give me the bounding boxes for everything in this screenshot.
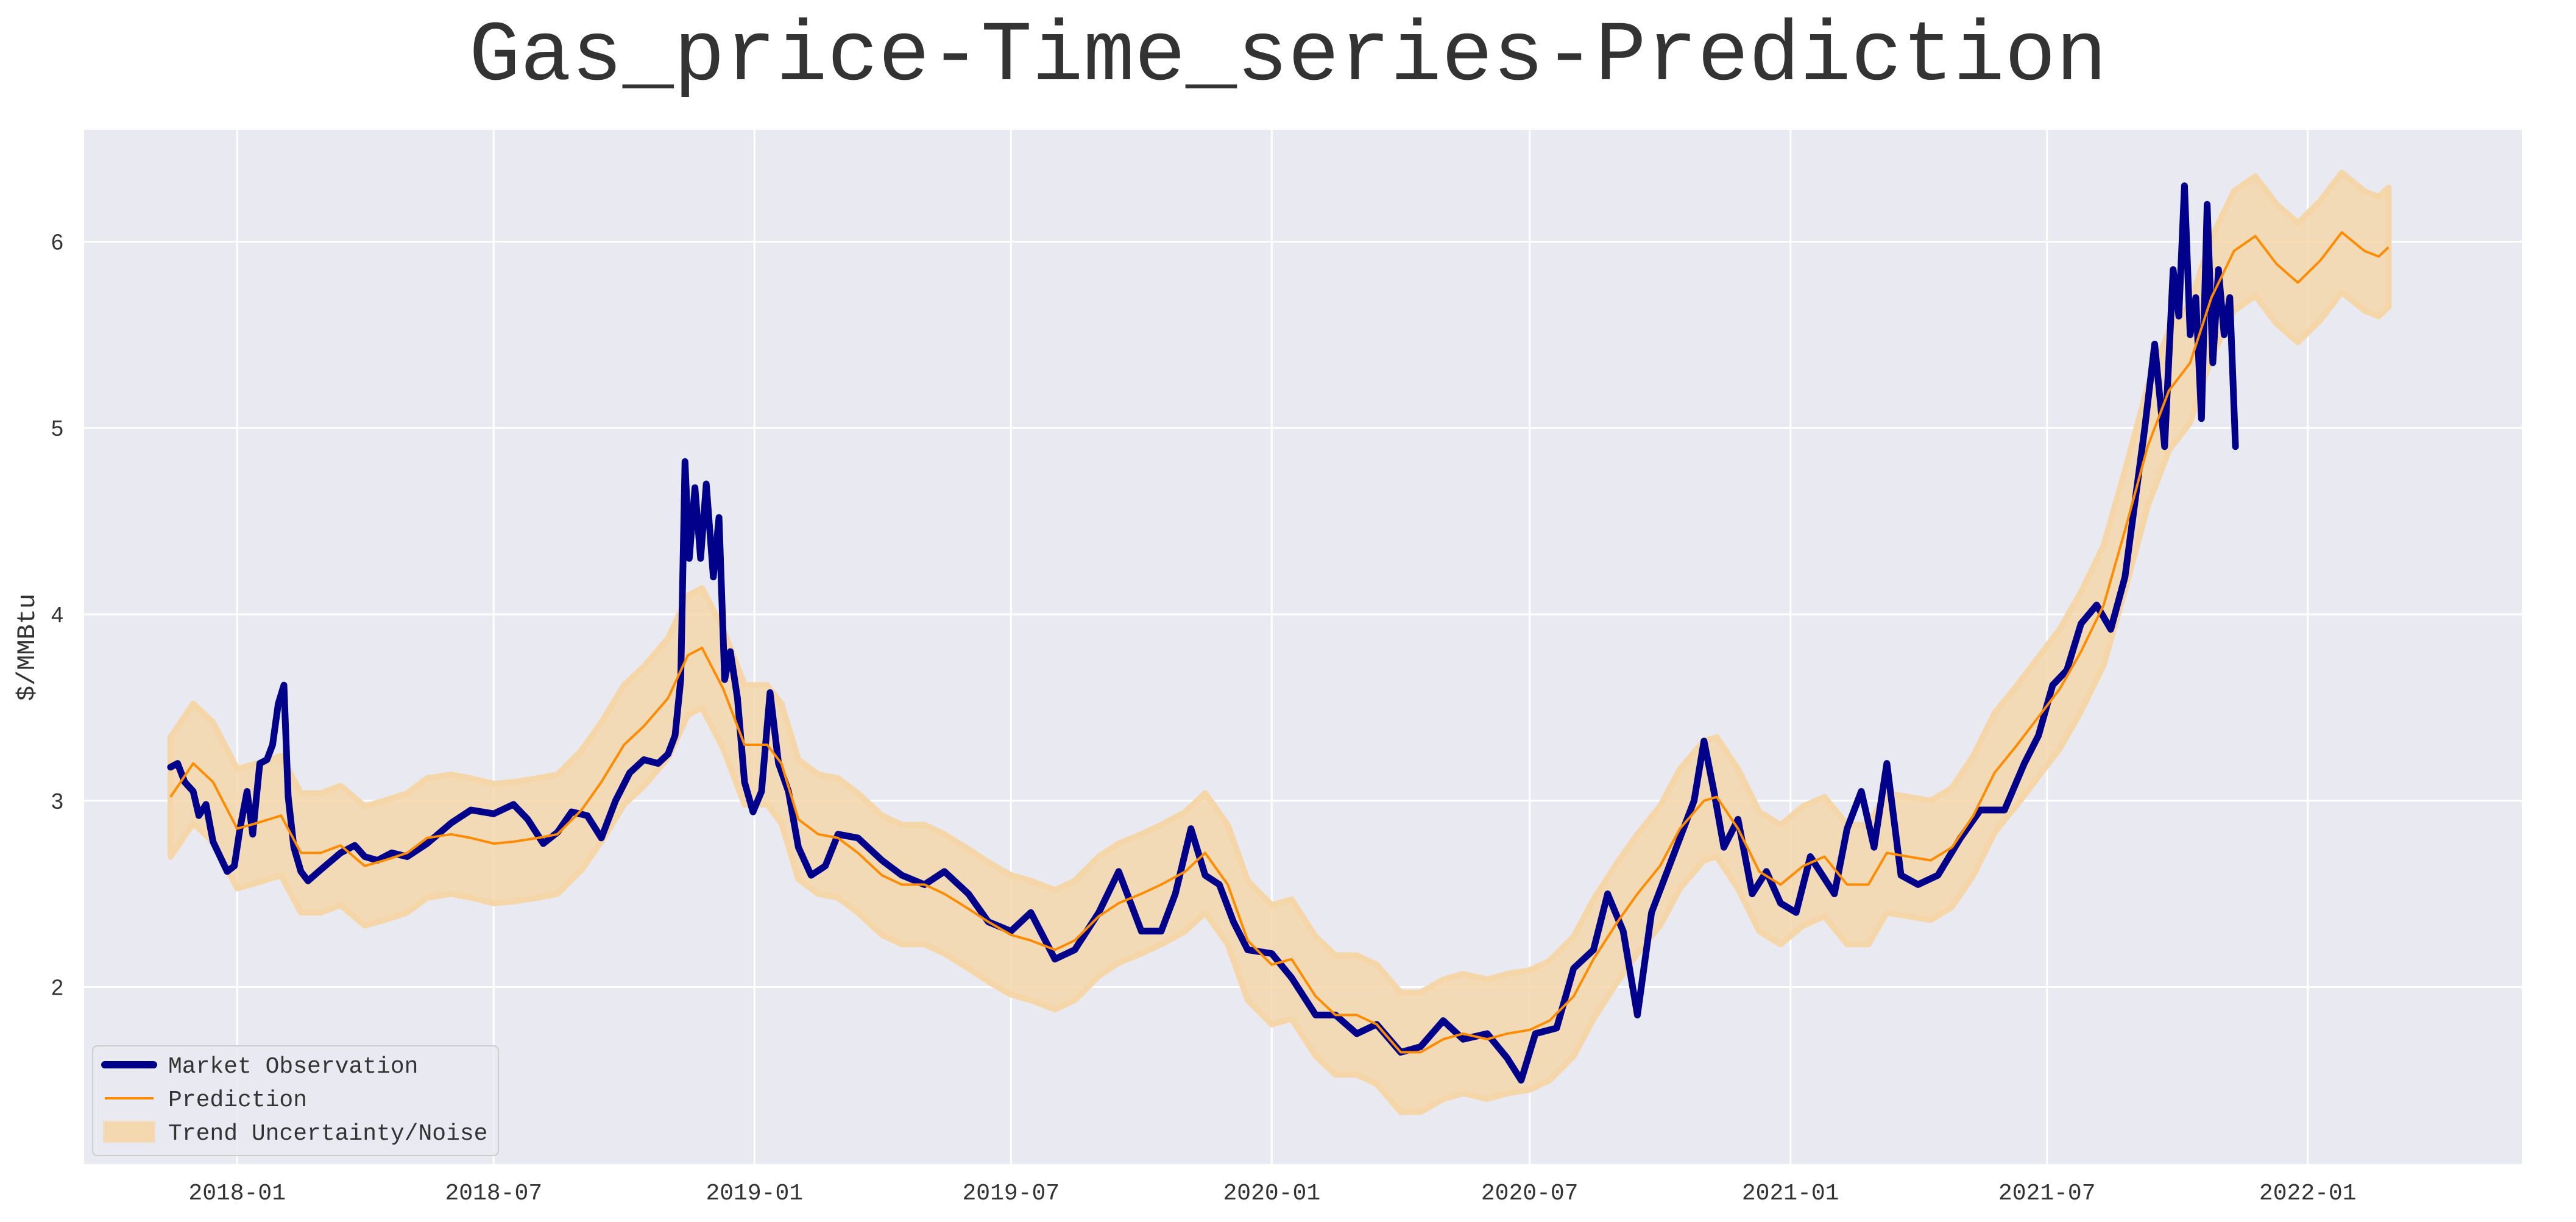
observation-line-layer [167, 182, 2239, 1084]
y-axis-tick-labels: 2 3 4 5 6 [51, 229, 63, 1000]
prediction-line-layer [169, 231, 2390, 1054]
x-axis-tick-labels: 2018-01 2018-07 2019-01 2019-07 2020-01 2020-… [188, 1181, 2356, 1207]
x-tick-label: 2022-01 [2259, 1181, 2357, 1207]
x-tick-label: 2018-07 [445, 1181, 542, 1207]
legend-label-observation: Market Observation [168, 1054, 418, 1080]
x-tick-label: 2019-01 [706, 1181, 803, 1207]
y-tick-label: 5 [51, 416, 63, 441]
x-tick-label: 2019-07 [962, 1181, 1060, 1207]
x-tick-label: 2021-07 [1998, 1181, 2096, 1207]
uncertainty-band-layer [167, 169, 2392, 1115]
y-tick-label: 3 [51, 789, 63, 814]
legend-label-uncertainty: Trend Uncertainty/Noise [168, 1121, 488, 1147]
y-tick-label: 4 [51, 602, 63, 627]
y-axis-label: $/MMBtu [13, 594, 42, 701]
x-tick-label: 2020-01 [1223, 1181, 1321, 1207]
legend: Market Observation Prediction Trend Unce… [92, 1045, 499, 1156]
x-tick-label: 2018-01 [188, 1181, 286, 1207]
x-tick-label: 2020-07 [1481, 1181, 1579, 1207]
y-tick-label: 2 [51, 975, 63, 1000]
legend-box [92, 1045, 499, 1156]
market-observation-line [167, 182, 2239, 1084]
legend-swatch-uncertainty [103, 1121, 155, 1143]
uncertainty-band [167, 169, 2392, 1115]
prediction-line [169, 231, 2390, 1054]
legend-label-prediction: Prediction [168, 1087, 307, 1114]
x-tick-label: 2021-01 [1742, 1181, 1839, 1207]
y-tick-label: 6 [51, 229, 63, 254]
chart-title: Gas_price-Time_series-Prediction [469, 9, 2107, 105]
